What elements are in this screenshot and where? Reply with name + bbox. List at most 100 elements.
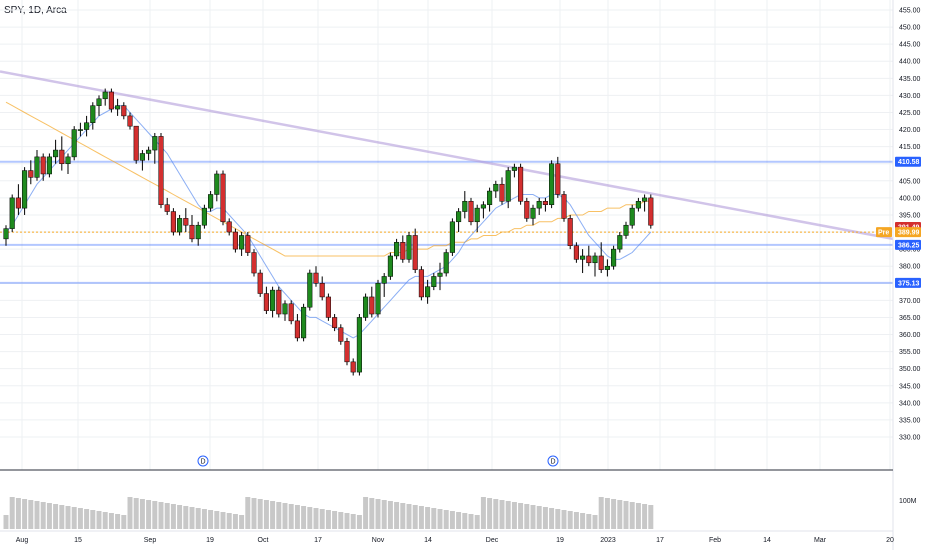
volume-bar	[332, 511, 338, 529]
y-tick-label: 340.00	[899, 400, 921, 407]
volume-bar	[629, 502, 635, 529]
volume-bar	[480, 497, 486, 529]
candle-up	[71, 129, 77, 158]
trendline	[0, 70, 894, 241]
candle-down	[257, 272, 263, 294]
y-tick-label: 440.00	[899, 59, 921, 66]
volume-bar	[139, 499, 145, 529]
pre-tag-bg	[876, 227, 892, 238]
y-tick-label: 385.00	[899, 247, 921, 254]
candle-down	[586, 255, 592, 264]
volume-bars	[3, 497, 654, 529]
candle-up	[356, 317, 362, 373]
candle-up	[443, 252, 449, 274]
badge-resistance-bg	[895, 156, 921, 167]
volume-bar	[555, 509, 561, 529]
candle-up	[239, 235, 245, 250]
volume-bar	[338, 512, 344, 529]
volume-bar	[425, 507, 431, 529]
volume-bar	[586, 514, 592, 529]
candle-down	[499, 183, 505, 202]
volume-bar	[604, 498, 610, 529]
candle-up	[406, 235, 412, 260]
volume-bar	[350, 514, 356, 529]
candle-up	[22, 170, 28, 209]
volume-bar	[617, 500, 623, 529]
pre-tag: Pre	[878, 230, 889, 237]
dividend-marker-icon	[547, 455, 559, 467]
volume-bar	[561, 510, 567, 529]
candle-up	[580, 255, 586, 260]
volume-bar	[487, 498, 493, 529]
volume-bar	[363, 497, 369, 529]
volume-bar	[152, 501, 158, 529]
volume-bar	[580, 513, 586, 529]
badge-support-1-bg	[895, 239, 921, 250]
y-tick-label: 430.00	[899, 93, 921, 100]
candle-down	[28, 170, 34, 178]
x-tick-label: Oct	[258, 537, 269, 544]
y-tick-label: 450.00	[899, 25, 921, 32]
volume-bar	[127, 497, 133, 529]
volume-bar	[28, 500, 34, 529]
volume-bar	[121, 515, 127, 529]
volume-bar	[307, 507, 313, 529]
y-tick-label: 415.00	[899, 144, 921, 151]
candle-up	[375, 283, 381, 315]
candle-up	[474, 207, 480, 223]
candle-up	[642, 197, 648, 202]
volume-bar	[232, 514, 238, 529]
x-tick-label: 19	[206, 537, 214, 544]
volume-bar	[220, 512, 226, 529]
volume-bar	[288, 504, 294, 529]
candle-up	[549, 163, 555, 205]
volume-bar	[22, 499, 28, 529]
candle-up	[115, 105, 121, 110]
volume-bar	[437, 509, 443, 529]
candle-down	[319, 283, 325, 298]
volume-bar	[400, 503, 406, 529]
candle-down	[40, 156, 46, 175]
candle-up	[146, 149, 152, 154]
y-tick-label: 380.00	[899, 264, 921, 271]
candle-up	[456, 211, 462, 223]
candle-up	[431, 276, 437, 287]
candle-up	[77, 129, 83, 131]
candle-up	[53, 149, 59, 158]
candle-up	[102, 91, 108, 100]
candle-down	[158, 136, 164, 205]
volume-bar	[493, 499, 499, 529]
volume-bar	[77, 508, 83, 529]
candle-down	[332, 317, 338, 328]
volume-bar	[146, 500, 152, 529]
candle-down	[251, 252, 257, 274]
volume-bar	[499, 500, 505, 529]
volume-bar	[344, 513, 350, 529]
volume-bar	[53, 504, 59, 529]
candle-up	[629, 207, 635, 226]
time-axis: Aug 15 Sep 19 Oct 17 Nov 14 Dec 19 2023 17 Feb 14 Mar 2…	[16, 537, 894, 544]
candle-up	[208, 194, 214, 209]
candle-up	[480, 204, 486, 209]
candle-up	[152, 136, 158, 151]
volume-bar	[195, 508, 201, 529]
horizontal-lines	[0, 160, 893, 284]
volume-bar	[164, 503, 170, 529]
y-tick-label: 395.00	[899, 212, 921, 219]
y-tick-label: 365.00	[899, 315, 921, 322]
candle-down	[567, 218, 573, 246]
volume-scale-label: 100M	[899, 498, 917, 505]
volume-bar	[257, 499, 263, 529]
volume-bar	[251, 498, 257, 529]
candle-up	[611, 248, 617, 267]
volume-bar	[394, 502, 400, 529]
candle-down	[108, 91, 114, 110]
candle-up	[617, 235, 623, 250]
volume-bar	[270, 501, 276, 529]
candle-up	[34, 156, 40, 178]
volume-bar	[115, 514, 121, 529]
volume-bar	[3, 515, 9, 529]
volume-bar	[263, 500, 269, 529]
candle-up	[449, 221, 455, 253]
